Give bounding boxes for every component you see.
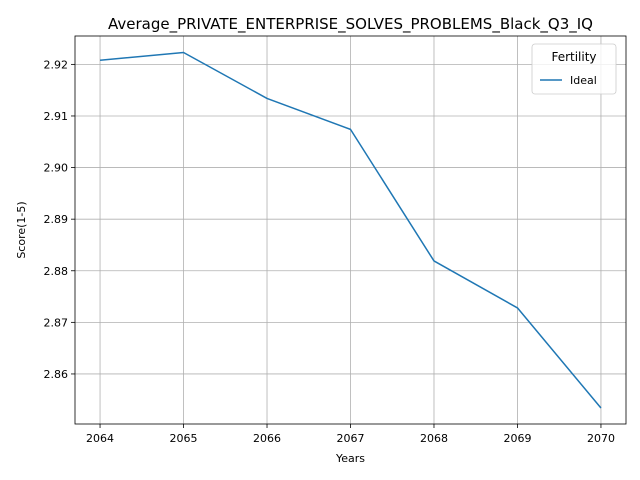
x-axis-ticks: 2064 2065 2066 2067 2068 2069 2070	[86, 424, 615, 445]
series-line-0	[99, 51, 602, 409]
x-tick-label: 2070	[587, 432, 615, 445]
x-tick-label: 2068	[420, 432, 448, 445]
legend-title: Fertility	[551, 50, 596, 64]
chart-title: Average_PRIVATE_ENTERPRISE_SOLVES_PROBLE…	[108, 15, 593, 34]
x-tick-label: 2064	[86, 432, 114, 445]
series-layer	[99, 51, 602, 409]
x-tick-label: 2067	[337, 432, 365, 445]
legend-box	[531, 43, 617, 95]
legend: Fertility Ideal	[531, 43, 617, 95]
y-tick-label: 2.92	[44, 58, 69, 71]
legend-entry-label: Ideal	[570, 74, 597, 87]
y-tick-label: 2.87	[44, 316, 69, 329]
x-tick-label: 2065	[170, 432, 198, 445]
y-tick-label: 2.86	[44, 368, 69, 381]
y-tick-label: 2.88	[44, 265, 69, 278]
y-tick-label: 2.91	[44, 110, 69, 123]
x-tick-label: 2069	[503, 432, 531, 445]
y-axis-label: Score(1-5)	[15, 201, 28, 258]
x-axis-label: Years	[335, 452, 365, 465]
legend-entries: Ideal	[540, 74, 597, 87]
y-tick-label: 2.89	[44, 213, 69, 226]
y-axis-ticks: 2.86 2.87 2.88 2.89 2.90 2.91 2.92	[44, 58, 75, 381]
x-tick-label: 2066	[253, 432, 281, 445]
y-tick-label: 2.90	[44, 162, 69, 175]
